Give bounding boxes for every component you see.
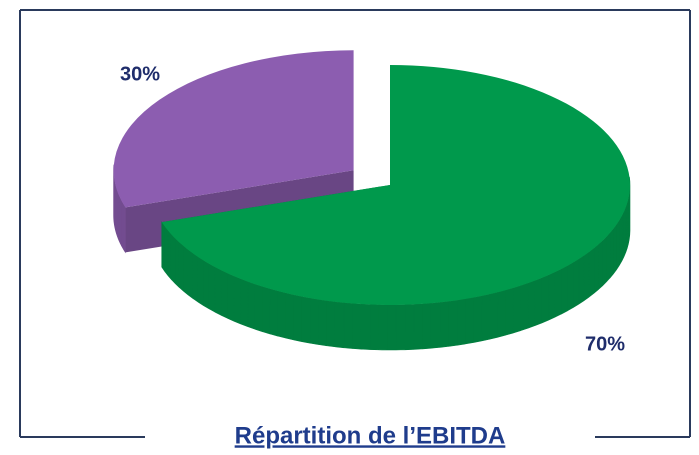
slice-side [113,164,126,254]
slice-top [113,50,354,208]
data-label: 30% [120,63,160,85]
pie-slice [161,65,631,351]
chart-title: Répartition de l’EBITDA [235,422,506,449]
slice-side [161,176,631,351]
data-label: 70% [585,333,625,355]
slice-top [161,65,630,306]
